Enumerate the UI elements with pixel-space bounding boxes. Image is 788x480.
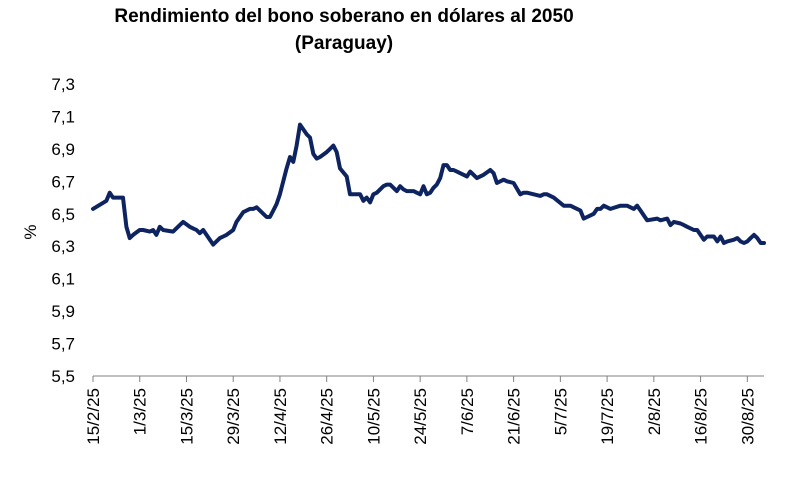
x-tick-label: 30/8/25	[738, 388, 757, 445]
y-tick-label: 6,3	[51, 237, 75, 256]
x-tick-label: 5/7/25	[551, 388, 570, 435]
series-line	[91, 122, 766, 247]
y-tick-label: 6,9	[51, 140, 75, 159]
x-tick-label: 15/2/25	[84, 388, 103, 445]
y-tick-label: 7,1	[51, 107, 75, 126]
x-tick-label: 19/7/25	[598, 388, 617, 445]
x-tick-label: 7/6/25	[458, 388, 477, 435]
x-tick-label: 21/6/25	[505, 388, 524, 445]
x-tick-label: 29/3/25	[224, 388, 243, 445]
x-axis: 15/2/25 1/3/25 15/3/25 29/3/25 12/4/25 26/4/2…	[84, 375, 764, 445]
y-tick-label: 6,7	[51, 172, 75, 191]
y-tick-label: 5,5	[51, 367, 75, 386]
x-tick-label: 2/8/25	[645, 388, 664, 435]
series-group	[91, 122, 766, 247]
y-tick-label: 7,3	[51, 75, 75, 94]
x-tick-label: 10/5/25	[364, 388, 383, 445]
x-tick-label: 16/8/25	[692, 388, 711, 445]
y-tick-label: 5,7	[51, 335, 75, 354]
x-tick-label: 1/3/25	[131, 388, 150, 435]
x-tick-label: 26/4/25	[318, 388, 337, 445]
x-tick-label: 15/3/25	[177, 388, 196, 445]
x-tick-label: 24/5/25	[411, 388, 430, 445]
x-tick-label: 12/4/25	[271, 388, 290, 445]
y-axis-label: %	[21, 224, 40, 239]
y-tick-label: 5,9	[51, 302, 75, 321]
y-tick-label: 6,5	[51, 205, 75, 224]
y-axis: 7,3 7,1 6,9 6,7 6,5 6,3 6,1 5,9 5,7 5,5	[51, 75, 75, 386]
chart-title: Rendimiento del bono soberano en dólares…	[114, 6, 574, 27]
chart-subtitle: (Paraguay)	[294, 33, 394, 54]
y-tick-label: 6,1	[51, 270, 75, 289]
